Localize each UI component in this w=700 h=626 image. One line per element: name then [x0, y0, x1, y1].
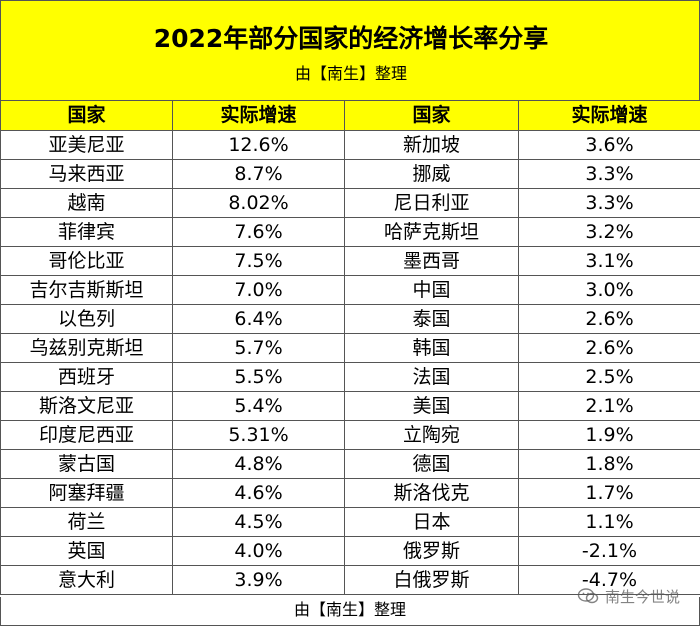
watermark: 南生今世说 — [577, 586, 680, 606]
country-left-cell: 马来西亚 — [0, 159, 173, 189]
rate-left-cell: 12.6% — [172, 130, 345, 160]
rate-left-cell: 6.4% — [172, 304, 345, 334]
rate-right-cell: 2.6% — [518, 333, 700, 363]
table-row: 吉尔吉斯斯坦 7.0% 中国 3.0% — [0, 275, 700, 305]
country-left-cell: 越南 — [0, 188, 173, 218]
country-left-cell: 阿塞拜疆 — [0, 478, 173, 508]
rate-left-cell: 4.5% — [172, 507, 345, 537]
table-row: 斯洛文尼亚 5.4% 美国 2.1% — [0, 391, 700, 421]
rate-right-cell: 3.2% — [518, 217, 700, 247]
country-right-cell: 斯洛伐克 — [344, 478, 519, 508]
rate-right-cell: 3.3% — [518, 188, 700, 218]
country-right-cell: 新加坡 — [344, 130, 519, 160]
title-band: 2022年部分国家的经济增长率分享 由【南生】整理 — [0, 0, 700, 100]
table-body: 亚美尼亚 12.6% 新加坡 3.6% 马来西亚 8.7% 挪威 3.3% 越南 8.02% 尼日利… — [0, 130, 700, 595]
rate-left-cell: 3.9% — [172, 565, 345, 595]
country-right-cell: 墨西哥 — [344, 246, 519, 276]
country-left-cell: 蒙古国 — [0, 449, 173, 479]
rate-right-cell: 2.1% — [518, 391, 700, 421]
rate-left-cell: 7.6% — [172, 217, 345, 247]
country-right-cell: 法国 — [344, 362, 519, 392]
table-row: 英国 4.0% 俄罗斯 -2.1% — [0, 536, 700, 566]
rate-left-cell: 8.7% — [172, 159, 345, 189]
country-right-cell: 俄罗斯 — [344, 536, 519, 566]
table-row: 蒙古国 4.8% 德国 1.8% — [0, 449, 700, 479]
country-right-cell: 德国 — [344, 449, 519, 479]
country-left-cell: 印度尼西亚 — [0, 420, 173, 450]
rate-left-cell: 4.6% — [172, 478, 345, 508]
rate-right-cell: 1.1% — [518, 507, 700, 537]
country-right-cell: 中国 — [344, 275, 519, 305]
table-row: 乌兹别克斯坦 5.7% 韩国 2.6% — [0, 333, 700, 363]
table-row: 西班牙 5.5% 法国 2.5% — [0, 362, 700, 392]
header-country-left: 国家 — [0, 100, 173, 131]
country-left-cell: 意大利 — [0, 565, 173, 595]
country-left-cell: 荷兰 — [0, 507, 173, 537]
rate-right-cell: 3.6% — [518, 130, 700, 160]
rate-left-cell: 7.5% — [172, 246, 345, 276]
table-row: 越南 8.02% 尼日利亚 3.3% — [0, 188, 700, 218]
table-row: 以色列 6.4% 泰国 2.6% — [0, 304, 700, 334]
rate-left-cell: 5.31% — [172, 420, 345, 450]
page-subtitle: 由【南生】整理 — [294, 64, 407, 83]
header-country-right: 国家 — [344, 100, 519, 131]
country-right-cell: 白俄罗斯 — [344, 565, 519, 595]
rate-left-cell: 5.4% — [172, 391, 345, 421]
country-left-cell: 亚美尼亚 — [0, 130, 173, 160]
country-right-cell: 韩国 — [344, 333, 519, 363]
table-row: 马来西亚 8.7% 挪威 3.3% — [0, 159, 700, 189]
watermark-text: 南生今世说 — [604, 587, 680, 606]
table-header-row: 国家 实际增速 国家 实际增速 — [0, 100, 700, 131]
header-rate-right: 实际增速 — [518, 100, 700, 131]
table-row: 印度尼西亚 5.31% 立陶宛 1.9% — [0, 420, 700, 450]
rate-left-cell: 7.0% — [172, 275, 345, 305]
country-right-cell: 哈萨克斯坦 — [344, 217, 519, 247]
page-title: 2022年部分国家的经济增长率分享 — [153, 24, 549, 53]
growth-table: 国家 实际增速 国家 实际增速 亚美尼亚 12.6% 新加坡 3.6% 马来西亚 8.7%… — [0, 100, 700, 595]
wechat-icon — [577, 588, 599, 604]
country-right-cell: 日本 — [344, 507, 519, 537]
table-row: 荷兰 4.5% 日本 1.1% — [0, 507, 700, 537]
rate-left-cell: 4.8% — [172, 449, 345, 479]
table-row: 亚美尼亚 12.6% 新加坡 3.6% — [0, 130, 700, 160]
rate-right-cell: -2.1% — [518, 536, 700, 566]
rate-right-cell: 3.1% — [518, 246, 700, 276]
rate-right-cell: -4.7% — [518, 565, 700, 595]
rate-right-cell: 2.5% — [518, 362, 700, 392]
table-row: 菲律宾 7.6% 哈萨克斯坦 3.2% — [0, 217, 700, 247]
country-left-cell: 以色列 — [0, 304, 173, 334]
country-left-cell: 吉尔吉斯斯坦 — [0, 275, 173, 305]
country-left-cell: 斯洛文尼亚 — [0, 391, 173, 421]
rate-right-cell: 3.0% — [518, 275, 700, 305]
country-right-cell: 尼日利亚 — [344, 188, 519, 218]
country-right-cell: 泰国 — [344, 304, 519, 334]
country-left-cell: 菲律宾 — [0, 217, 173, 247]
rate-left-cell: 5.5% — [172, 362, 345, 392]
rate-right-cell: 3.3% — [518, 159, 700, 189]
rate-right-cell: 2.6% — [518, 304, 700, 334]
table-row: 阿塞拜疆 4.6% 斯洛伐克 1.7% — [0, 478, 700, 508]
country-right-cell: 挪威 — [344, 159, 519, 189]
country-left-cell: 英国 — [0, 536, 173, 566]
country-left-cell: 乌兹别克斯坦 — [0, 333, 173, 363]
rate-left-cell: 8.02% — [172, 188, 345, 218]
country-right-cell: 立陶宛 — [344, 420, 519, 450]
rate-right-cell: 1.7% — [518, 478, 700, 508]
table-row: 哥伦比亚 7.5% 墨西哥 3.1% — [0, 246, 700, 276]
country-right-cell: 美国 — [344, 391, 519, 421]
country-left-cell: 哥伦比亚 — [0, 246, 173, 276]
table-row: 意大利 3.9% 白俄罗斯 -4.7% — [0, 565, 700, 595]
rate-right-cell: 1.9% — [518, 420, 700, 450]
rate-left-cell: 4.0% — [172, 536, 345, 566]
rate-right-cell: 1.8% — [518, 449, 700, 479]
header-rate-left: 实际增速 — [172, 100, 345, 131]
country-left-cell: 西班牙 — [0, 362, 173, 392]
rate-left-cell: 5.7% — [172, 333, 345, 363]
